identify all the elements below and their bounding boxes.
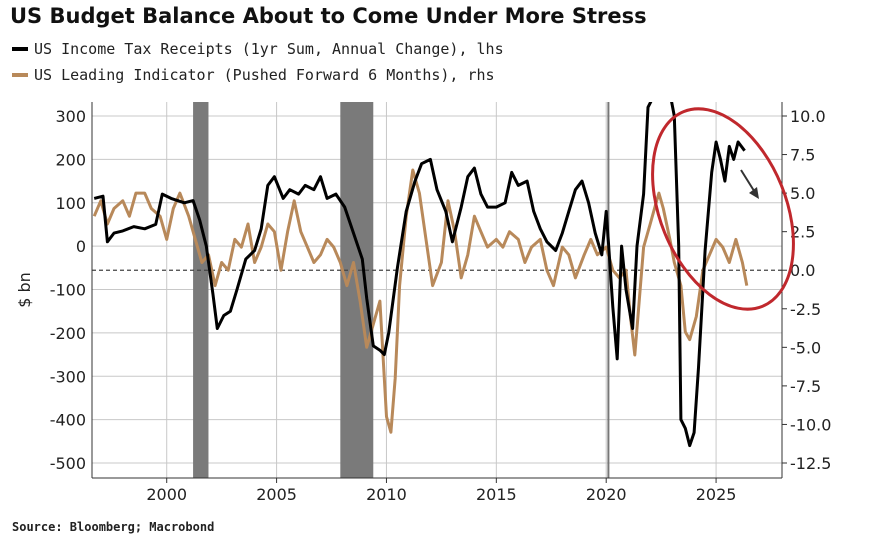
recession-band [193,102,209,478]
left-tick-label: -400 [50,411,86,430]
legend-label-income-tax: US Income Tax Receipts (1yr Sum, Annual … [34,40,504,58]
right-tick-label: -2.5 [790,300,821,319]
legend-entry-income-tax: US Income Tax Receipts (1yr Sum, Annual … [12,40,504,58]
legend-label-leading-indicator: US Leading Indicator (Pushed Forward 6 M… [34,66,495,84]
x-tick-label: 2020 [586,485,627,504]
x-tick-label: 2015 [476,485,517,504]
right-tick-label: 7.5 [790,146,815,165]
right-tick-label: 5.0 [790,184,815,203]
legend-swatch-income-tax [12,47,28,51]
left-tick-label: -300 [50,367,86,386]
series-line-leading-indicator [92,168,749,434]
x-tick-label: 2025 [696,485,737,504]
chart-title: US Budget Balance About to Come Under Mo… [10,4,647,28]
annotation-arrow-head [749,187,759,199]
left-tick-label: 200 [55,150,86,169]
x-tick-label: 2005 [256,485,297,504]
right-tick-label: -7.5 [790,377,821,396]
left-tick-label: -100 [50,281,86,300]
left-tick-label: 100 [55,194,86,213]
left-tick-label: -200 [50,324,86,343]
source-note: Source: Bloomberg; Macrobond [12,520,215,534]
right-tick-label: -5.0 [790,338,821,357]
legend-entry-leading-indicator: US Leading Indicator (Pushed Forward 6 M… [12,66,495,84]
right-tick-label: -10.0 [790,415,831,434]
x-tick-label: 2000 [146,485,187,504]
left-tick-label: -500 [50,454,86,473]
right-tick-label: 2.5 [790,223,815,242]
legend-swatch-leading-indicator [12,73,28,77]
right-tick-label: 10.0 [790,107,826,126]
x-tick-label: 2010 [366,485,407,504]
right-tick-label: -12.5 [790,454,831,473]
annotation-ellipse [651,107,795,311]
y-axis-label: $ bn [15,272,34,308]
series-line-income-tax [93,102,746,448]
right-tick-label: 0.0 [790,261,815,280]
left-tick-label: 0 [76,237,86,256]
left-tick-label: 300 [55,107,86,126]
